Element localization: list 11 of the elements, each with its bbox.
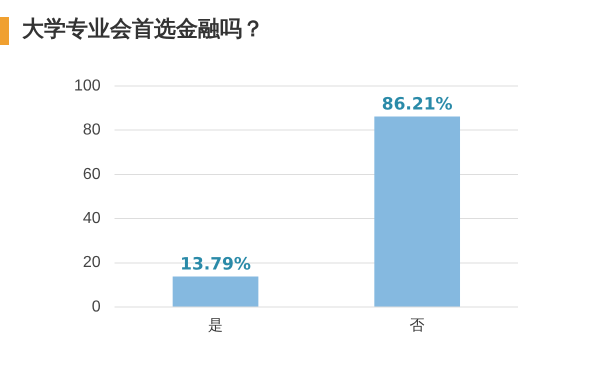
y-tick-label: 60 — [82, 166, 101, 183]
data-label: 86.21% — [382, 94, 453, 114]
y-tick-label: 0 — [92, 298, 101, 316]
x-tick-label: 否 — [410, 317, 425, 334]
chart-title: 大学专业会首选金融吗？ — [22, 16, 264, 44]
x-tick-label: 是 — [208, 317, 224, 334]
y-tick-label: 80 — [82, 122, 101, 139]
y-tick-label: 40 — [82, 210, 101, 228]
y-tick-label: 100 — [74, 77, 101, 94]
y-tick-label: 20 — [82, 254, 101, 272]
data-label: 13.79% — [180, 254, 251, 274]
